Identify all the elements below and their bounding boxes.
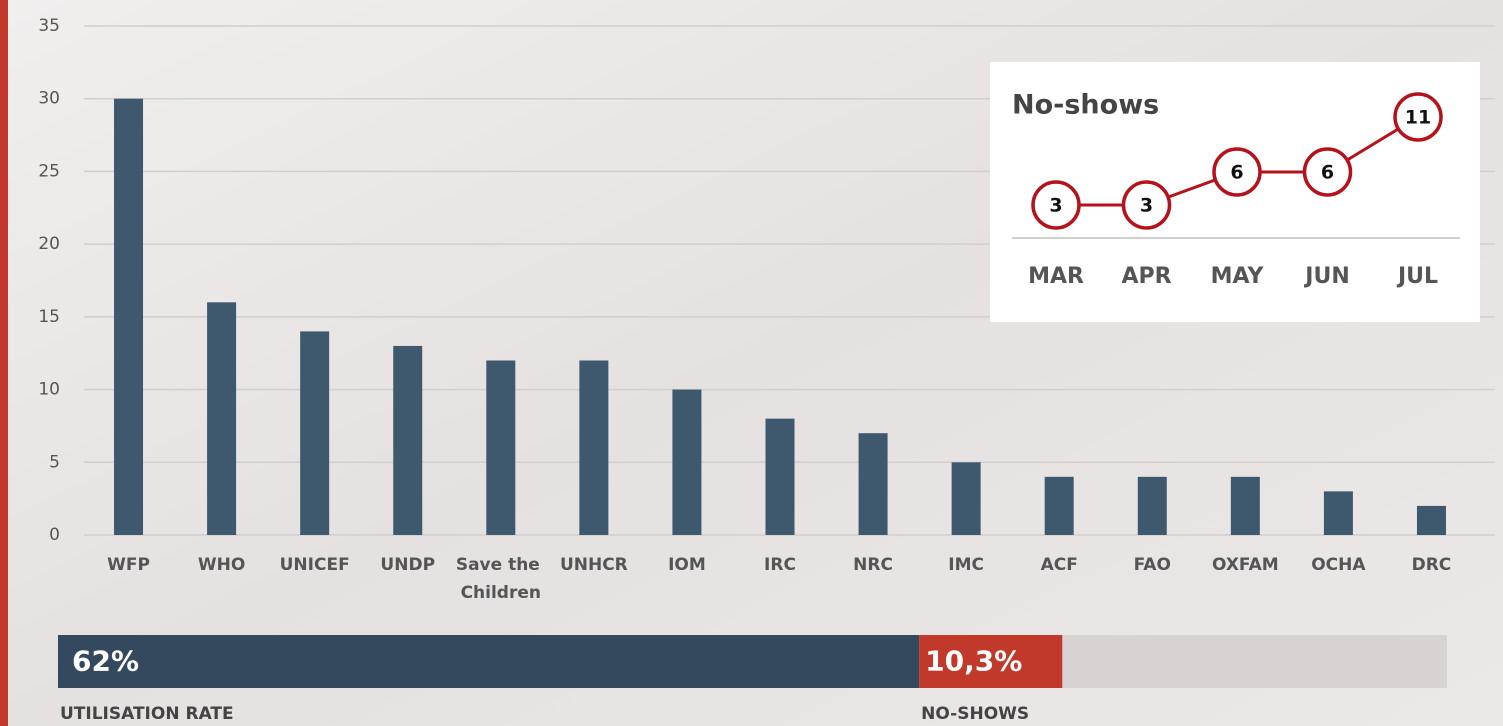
x-tick-label: JUL (1396, 264, 1438, 289)
bar (207, 302, 236, 535)
x-tick-label: APR (1121, 264, 1171, 289)
y-tick-label: 10 (38, 380, 60, 400)
bar (1138, 477, 1167, 535)
bar (1324, 491, 1353, 535)
bar (952, 462, 981, 535)
x-tick-label: WHO (198, 555, 245, 575)
bar (672, 390, 701, 535)
x-tick-label: OXFAM (1212, 555, 1279, 575)
panel-title: No-shows (1012, 90, 1159, 121)
x-tick-label: UNDP (380, 555, 435, 575)
x-tick-label: ACF (1041, 555, 1078, 575)
x-tick-label: IRC (764, 555, 796, 575)
legend-label: UTILISATION RATE (60, 704, 234, 724)
x-tick-label: NRC (853, 555, 893, 575)
segment-label: 62% (72, 645, 139, 678)
x-tick-label: IOM (668, 555, 706, 575)
bar (486, 360, 515, 535)
y-tick-label: 15 (38, 307, 60, 327)
data-label: 6 (1230, 162, 1243, 184)
data-label: 6 (1321, 162, 1334, 184)
segment-label: 10,3% (925, 645, 1022, 678)
x-tick-label: WFP (107, 555, 150, 575)
bar (766, 419, 795, 535)
legend-label: NO-SHOWS (921, 704, 1029, 724)
bar (1231, 477, 1260, 535)
x-tick-label: MAR (1028, 264, 1084, 289)
no-shows-panel: No-shows 3 MAR 3 APR 6 MAY 6 JUN 11 JUL (990, 62, 1480, 322)
x-tick-label: UNHCR (560, 555, 628, 575)
y-tick-label: 5 (49, 452, 60, 472)
x-tick-label: DRC (1412, 555, 1452, 575)
y-tick-label: 20 (38, 234, 60, 254)
data-label: 11 (1405, 107, 1431, 129)
x-tick-label: MAY (1211, 264, 1265, 289)
bar (1417, 506, 1446, 535)
x-tick-label: IMC (948, 555, 984, 575)
x-tick-label: FAO (1134, 555, 1171, 575)
data-label: 3 (1140, 195, 1153, 217)
bar (859, 433, 888, 535)
bar (114, 99, 143, 535)
bar (300, 331, 329, 535)
dashboard: 0 5 10 15 20 25 30 35 WFP WHO UNICEF UNDP Save the C… (0, 0, 1503, 726)
x-tick-label: UNICEF (280, 555, 350, 575)
accent-strip (0, 0, 8, 726)
bar (1045, 477, 1074, 535)
x-tick-label: OCHA (1311, 555, 1366, 575)
label-line: Children (461, 583, 541, 603)
y-tick-label: 30 (38, 89, 60, 109)
y-tick-label: 25 (38, 161, 60, 181)
bar (579, 360, 608, 535)
bar (393, 346, 422, 535)
data-label: 3 (1049, 195, 1062, 217)
segment (58, 635, 919, 688)
y-tick-label: 35 (38, 16, 60, 36)
y-tick-label: 0 (49, 525, 60, 545)
label-line: Save the (456, 555, 546, 575)
x-tick-label: JUN (1303, 264, 1349, 289)
